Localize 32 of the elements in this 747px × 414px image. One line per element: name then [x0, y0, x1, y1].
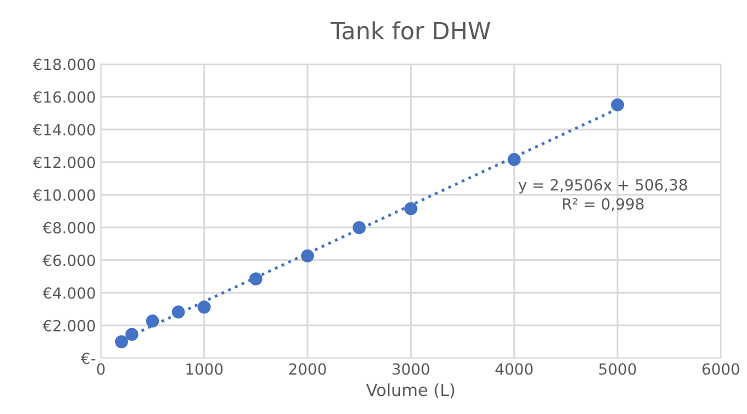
x-tick-label: 0: [96, 363, 105, 375]
point: [508, 153, 521, 166]
annotation: y = 2,9506x + 506,38: [518, 179, 688, 194]
point: [115, 335, 128, 348]
y-tick-label: €12.000: [32, 156, 95, 168]
y-tick-label: €14.000: [32, 124, 95, 136]
y-tick-label: €10.000: [32, 189, 95, 201]
x-tick-label: 5000: [599, 363, 636, 375]
y-tick-label: €6.000: [42, 254, 95, 266]
chart-title: Tank for DHW: [330, 21, 490, 40]
annotation: R² = 0,998: [563, 198, 644, 212]
y-tick-label: €8.000: [42, 222, 95, 234]
point: [172, 306, 185, 319]
point: [146, 314, 160, 328]
x-tick-label: 4000: [495, 363, 533, 375]
x-tick-label: 2000: [289, 363, 326, 375]
point: [249, 272, 262, 286]
x-tick-label: 3000: [392, 363, 430, 375]
x-tick-label: 1000: [186, 363, 223, 375]
point: [125, 328, 138, 341]
y-tick-label: €18.000: [32, 58, 95, 70]
point: [611, 98, 624, 112]
y-tick-label: €-: [80, 352, 96, 364]
y-tick-label: €16.000: [32, 91, 95, 103]
y-tick-label: €2.000: [42, 320, 95, 332]
point: [352, 221, 366, 234]
point: [301, 249, 314, 262]
x-axis-title: Volume (L): [366, 383, 454, 398]
point: [198, 300, 211, 314]
y-tick-label: €4.000: [42, 287, 95, 299]
x-tick-label: 6000: [702, 363, 740, 375]
point: [404, 202, 418, 216]
